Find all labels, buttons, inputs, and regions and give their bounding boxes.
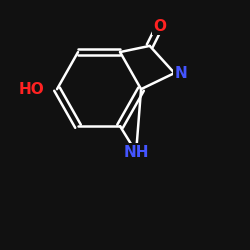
Text: O: O (153, 18, 166, 34)
Text: N: N (174, 66, 187, 80)
Text: NH: NH (124, 145, 149, 160)
Text: HO: HO (19, 82, 45, 97)
